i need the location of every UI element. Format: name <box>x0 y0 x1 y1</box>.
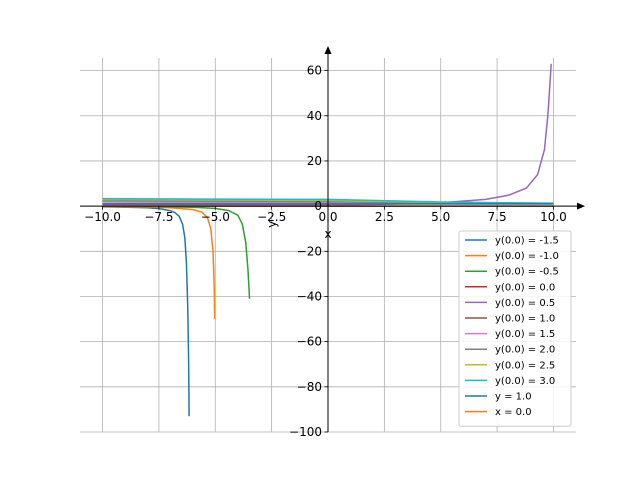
x-axis-label: x <box>324 227 331 241</box>
x-tick-label: 2.5 <box>375 210 394 224</box>
x-tick-label: −2.5 <box>257 210 286 224</box>
series-line-2 <box>102 205 251 299</box>
y-tick-label: 20 <box>307 154 322 168</box>
x-tick-label: 5.0 <box>431 210 450 224</box>
x-tick-label: 0.0 <box>318 210 337 224</box>
y-tick-label: −60 <box>297 335 322 349</box>
y-tick-label: 40 <box>307 109 322 123</box>
x-tick-label: −7.5 <box>144 210 173 224</box>
y-tick-label: 0 <box>314 199 322 213</box>
legend-label-4: y(0.0) = 0.5 <box>495 298 555 309</box>
y-tick-label: 60 <box>307 64 322 78</box>
legend-label-0: y(0.0) = -1.5 <box>495 236 559 247</box>
axes <box>80 46 585 432</box>
ticks: −10.0 −7.5 −5.0 −2.5 0.0 2.5 5.0 7.5 10.0 −100 −80… <box>84 64 567 439</box>
legend-label-8: y(0.0) = 2.5 <box>495 360 555 371</box>
legend-label-9: y(0.0) = 3.0 <box>495 376 555 387</box>
x-tick-label: 10.0 <box>540 210 567 224</box>
x-axis-arrow-icon <box>577 202 585 210</box>
legend-label-1: y(0.0) = -1.0 <box>495 251 559 262</box>
legend-label-3: y(0.0) = 0.0 <box>495 282 555 293</box>
legend-label-10: y = 1.0 <box>495 392 532 403</box>
legend-label-7: y(0.0) = 2.0 <box>495 345 555 356</box>
y-tick-label: −80 <box>297 380 322 394</box>
legend: y(0.0) = -1.5 y(0.0) = -1.0 y(0.0) = -0.5 y… <box>458 230 572 427</box>
x-tick-label: −5.0 <box>201 210 230 224</box>
legend-box <box>458 230 572 427</box>
legend-label-5: y(0.0) = 1.0 <box>495 314 555 325</box>
series-line-4 <box>102 63 552 206</box>
series-line-0 <box>102 206 190 417</box>
x-tick-label: 7.5 <box>488 210 507 224</box>
y-tick-label: −40 <box>297 289 322 303</box>
x-tick-label: −10.0 <box>84 210 121 224</box>
y-tick-label: −20 <box>297 244 322 258</box>
legend-label-2: y(0.0) = -0.5 <box>495 267 559 278</box>
y-tick-label: −100 <box>289 425 322 439</box>
legend-label-6: y(0.0) = 1.5 <box>495 329 555 340</box>
legend-label-11: x = 0.0 <box>495 407 532 418</box>
y-axis-label: y <box>265 221 279 228</box>
y-axis-arrow-icon <box>324 46 332 54</box>
